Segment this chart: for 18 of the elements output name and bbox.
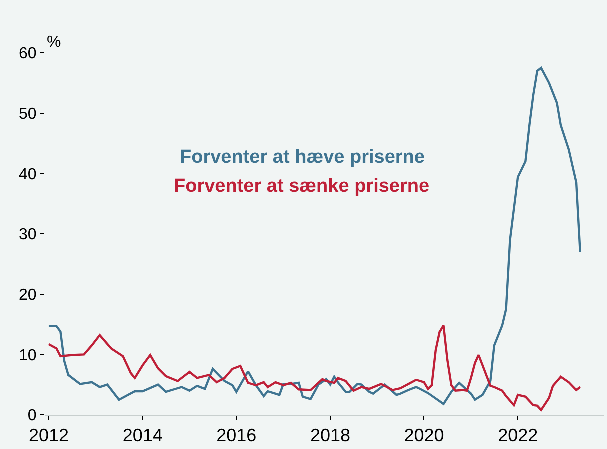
y-tick-label: 0	[28, 408, 37, 425]
y-axis-title: %	[47, 34, 62, 51]
x-tick-label: 2018	[310, 426, 350, 446]
x-tick-label: 2014	[122, 426, 163, 446]
text: Forventer at sænke priserne	[174, 176, 430, 197]
y-tick-label: 30	[19, 226, 37, 244]
y-tick-label: 20	[19, 286, 37, 304]
y-tick-label: 50	[19, 106, 37, 123]
x-tick-label: 2016	[216, 426, 257, 446]
y-tick-label: 10	[19, 347, 37, 364]
y-tick-label: 60	[19, 46, 37, 63]
y-tick-label: 40	[19, 166, 37, 184]
line-series	[48, 66, 582, 406]
line-series	[48, 324, 582, 412]
text: Forventer at hæve priserne	[180, 147, 425, 168]
x-tick-label: 2022	[498, 426, 538, 446]
x-tick-label: 2012	[28, 426, 70, 446]
x-tick-label: 2020	[404, 426, 444, 446]
